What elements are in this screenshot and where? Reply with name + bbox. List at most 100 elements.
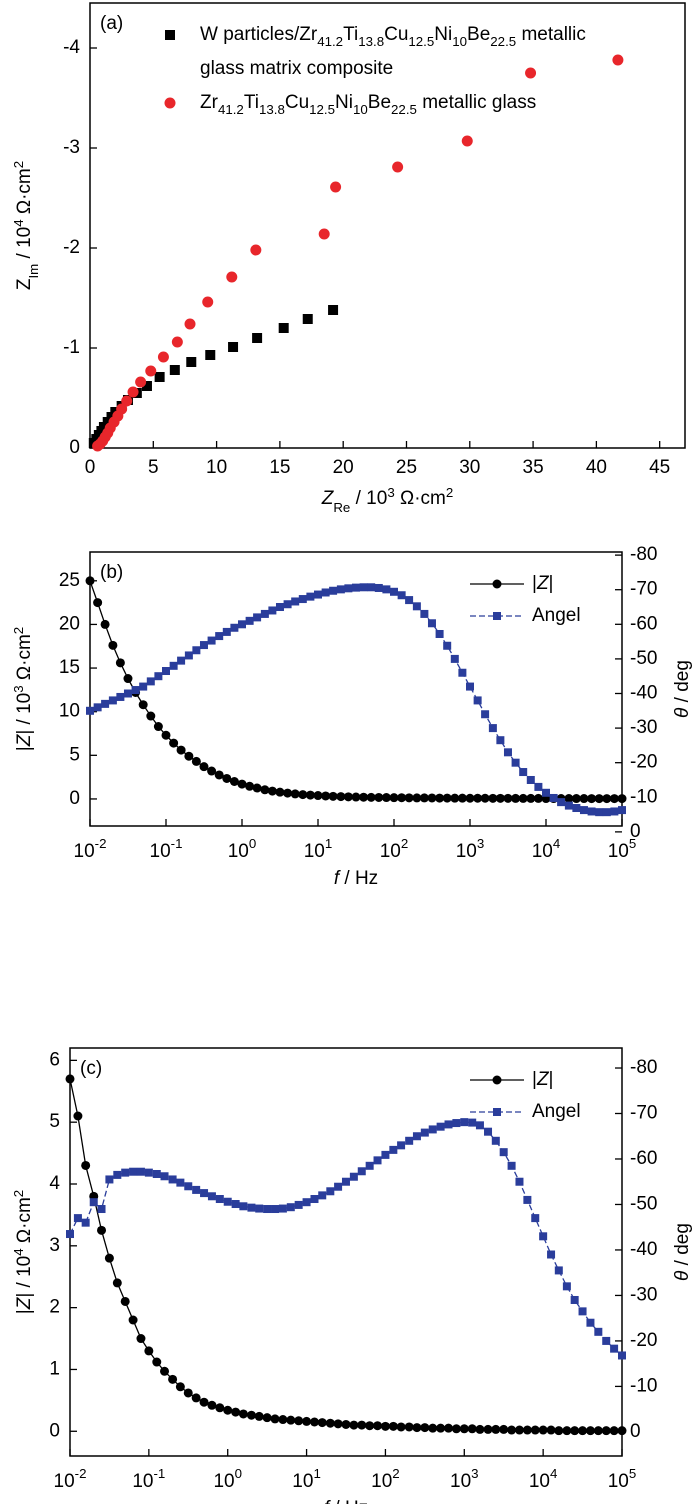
legend-marker: [493, 1108, 501, 1116]
data-point: [428, 1125, 437, 1134]
data-point: [428, 1423, 438, 1433]
text-part: Z: [14, 733, 35, 747]
data-point: [215, 1403, 225, 1413]
text-part: 12.5: [408, 34, 434, 49]
data-point: [365, 1161, 374, 1170]
data-point: [461, 135, 473, 147]
data-point: [495, 793, 505, 803]
data-point: [333, 1419, 343, 1429]
data-point: [283, 788, 293, 798]
data-point: [503, 748, 512, 757]
text-part: 10: [292, 1471, 313, 1492]
data-point: [459, 1424, 469, 1434]
data-point: [351, 583, 360, 592]
data-point: [452, 1119, 461, 1128]
data-point: [112, 1278, 122, 1288]
data-point: [290, 789, 300, 799]
text-part: -1: [154, 1466, 166, 1481]
text-part: / deg: [672, 1223, 693, 1271]
data-point: [245, 781, 255, 791]
x-tick-label: 15: [269, 457, 290, 478]
data-point: [191, 1393, 201, 1403]
data-point: [191, 756, 201, 766]
y-tick-label: 15: [59, 657, 80, 678]
y2-tick-label: -70: [630, 579, 657, 600]
y2-tick-label: -30: [630, 717, 657, 738]
data-point: [286, 1203, 295, 1212]
text-part: 2: [11, 161, 26, 168]
text-part: -1: [171, 836, 183, 851]
data-point: [397, 591, 406, 600]
data-point: [503, 793, 513, 803]
y-tick-label: 20: [59, 613, 80, 634]
data-point: [515, 1177, 524, 1186]
data-point: [85, 576, 95, 586]
data-point: [444, 1423, 454, 1433]
data-point: [168, 1175, 177, 1184]
data-point: [587, 807, 596, 816]
text-part: |: [549, 573, 554, 594]
text-part: -2: [95, 836, 107, 851]
legend-label: glass matrix composite: [200, 58, 393, 79]
y-tick-label: 5: [49, 1111, 60, 1132]
data-point: [466, 682, 474, 691]
data-point: [329, 586, 338, 595]
legend-marker: [165, 30, 175, 40]
y2-tick-label: -80: [630, 1057, 657, 1078]
x-tick-label: 45: [649, 457, 670, 478]
data-point: [275, 603, 284, 612]
x-tick-label: 102: [371, 1466, 400, 1492]
data-point: [357, 1420, 367, 1430]
y2-tick-label: -20: [630, 752, 657, 773]
x-axis-label: f / Hz: [324, 1498, 368, 1504]
data-point: [328, 305, 339, 315]
data-point: [547, 1250, 556, 1259]
data-point: [101, 699, 110, 708]
data-point: [546, 1425, 556, 1435]
data-point: [349, 1420, 359, 1430]
data-point: [381, 793, 391, 803]
data-point: [245, 616, 254, 625]
text-part: 10: [608, 841, 629, 862]
data-point: [475, 1424, 485, 1434]
data-point: [420, 1423, 430, 1433]
text-part: 10: [228, 841, 249, 862]
text-part: 2: [392, 1466, 399, 1481]
panel-label: (a): [100, 13, 123, 34]
data-point: [572, 804, 581, 813]
data-point: [81, 1160, 91, 1170]
x-tick-label: 40: [586, 457, 607, 478]
text-part: 0: [249, 836, 256, 851]
y-tick-label: 5: [69, 744, 80, 765]
x-tick-label: 5: [148, 457, 159, 478]
data-point: [373, 1421, 383, 1431]
legend-marker: [492, 579, 502, 589]
data-point: [397, 1141, 406, 1150]
data-point: [317, 1418, 327, 1428]
data-point: [518, 793, 528, 803]
data-point: [587, 794, 597, 804]
data-point: [392, 161, 404, 173]
data-point: [460, 1118, 469, 1127]
data-point: [237, 779, 247, 789]
data-point: [215, 1195, 224, 1204]
data-point: [186, 357, 197, 367]
data-point: [595, 808, 604, 817]
data-point: [138, 700, 148, 710]
data-point: [330, 181, 342, 193]
data-point: [318, 1191, 327, 1200]
data-point: [184, 318, 196, 330]
x-tick-label: 35: [523, 457, 544, 478]
data-point: [341, 1177, 350, 1186]
data-point: [205, 350, 216, 360]
text-part: 1: [325, 836, 332, 851]
data-point: [602, 794, 612, 804]
data-point: [136, 1334, 146, 1344]
data-point: [483, 1424, 493, 1434]
data-point: [610, 807, 619, 816]
text-part: 10: [450, 1471, 471, 1492]
text-part: 12.5: [309, 102, 335, 117]
data-point: [129, 1167, 138, 1176]
data-point: [104, 1253, 114, 1263]
data-point: [554, 1266, 563, 1275]
